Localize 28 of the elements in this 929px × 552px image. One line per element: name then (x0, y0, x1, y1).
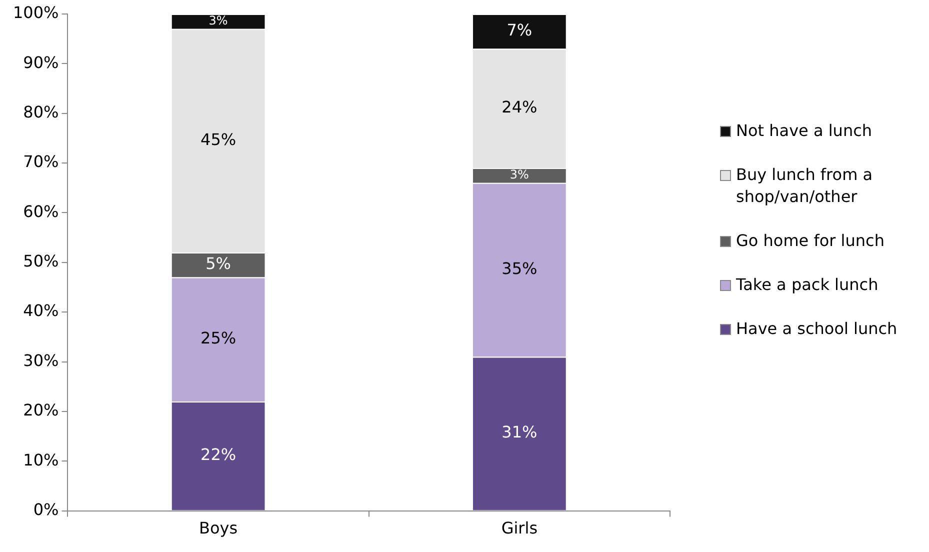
data-label: 24% (502, 98, 538, 117)
data-label: 25% (200, 328, 236, 348)
data-label: 3% (208, 14, 228, 28)
x-tick-label: Girls (501, 518, 538, 538)
data-label: 3% (510, 168, 529, 182)
legend-label: Go home for lunch (736, 230, 884, 252)
y-tick-label: 60% (23, 202, 59, 221)
y-tick-label: 0% (33, 500, 59, 519)
x-tick-label: Boys (199, 518, 238, 538)
y-tick-label: 70% (23, 152, 59, 172)
legend-label: Not have a lunch (736, 120, 872, 142)
y-tick-label: 10% (23, 450, 59, 470)
data-label: 45% (200, 130, 236, 149)
data-label: 22% (200, 445, 236, 464)
legend-label: Take a pack lunch (736, 274, 878, 296)
data-label: 35% (502, 259, 538, 278)
y-tick-label: 90% (23, 52, 59, 72)
y-tick-label: 40% (23, 301, 59, 320)
y-tick-label: 50% (23, 252, 59, 271)
legend-label: Have a school lunch (736, 318, 898, 340)
y-tick-label: 80% (23, 102, 59, 122)
data-label: 5% (206, 254, 231, 274)
data-label: 31% (502, 422, 538, 442)
data-label: 7% (506, 20, 532, 40)
y-tick-label: 20% (23, 400, 59, 420)
legend-label: Buy lunch from a shop/van/other (736, 164, 874, 208)
y-tick-label: 30% (23, 350, 59, 370)
y-tick-label: 100% (12, 3, 59, 22)
